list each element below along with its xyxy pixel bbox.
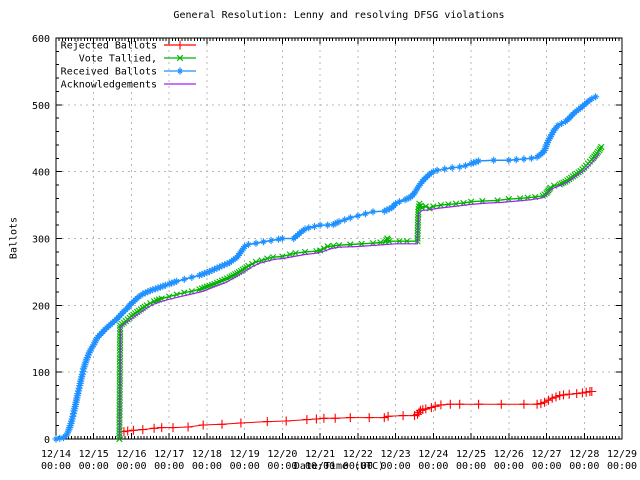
svg-text:12/24: 12/24 <box>418 449 448 460</box>
x-tick-labels: 12/1400:0012/1500:0012/1600:0012/1700:00… <box>41 449 637 472</box>
plot-border <box>55 37 623 440</box>
svg-text:00:00: 00:00 <box>192 461 222 472</box>
svg-text:12/22: 12/22 <box>343 449 373 460</box>
svg-text:00:00: 00:00 <box>343 461 373 472</box>
svg-text:12/15: 12/15 <box>79 449 109 460</box>
svg-text:00:00: 00:00 <box>230 461 260 472</box>
svg-text:12/29: 12/29 <box>607 449 637 460</box>
svg-text:00:00: 00:00 <box>569 461 599 472</box>
svg-text:12/23: 12/23 <box>381 449 411 460</box>
svg-text:00:00: 00:00 <box>79 461 109 472</box>
svg-text:300: 300 <box>32 235 50 246</box>
svg-text:00:00: 00:00 <box>418 461 448 472</box>
svg-text:12/20: 12/20 <box>267 449 297 460</box>
svg-text:00:00: 00:00 <box>41 461 71 472</box>
svg-text:12/28: 12/28 <box>569 449 599 460</box>
svg-text:400: 400 <box>32 168 50 179</box>
legend-label-received-ballots: Received Ballots <box>61 67 157 78</box>
svg-text:12/19: 12/19 <box>230 449 260 460</box>
series-rejected-ballots <box>119 387 597 437</box>
svg-text:200: 200 <box>32 301 50 312</box>
svg-text:00:00: 00:00 <box>456 461 486 472</box>
legend-label-rejected-ballots: Rejected Ballots <box>61 41 157 52</box>
svg-text:00:00: 00:00 <box>531 461 561 472</box>
series-acknowledgements <box>119 152 600 440</box>
svg-text:500: 500 <box>32 101 50 112</box>
legend-label-acknowledgements: Acknowledgements <box>61 80 157 91</box>
chart-title: General Resolution: Lenny and resolving … <box>173 10 505 21</box>
svg-text:00:00: 00:00 <box>494 461 524 472</box>
svg-text:12/26: 12/26 <box>494 449 524 460</box>
series-vote-tallied <box>116 143 605 443</box>
grid <box>56 38 622 439</box>
legend-label-vote-tallied: Vote Tallied, <box>79 54 157 65</box>
svg-text:00:00: 00:00 <box>381 461 411 472</box>
svg-text:100: 100 <box>32 368 50 379</box>
legend: Rejected Ballots Vote Tallied, Received Ba… <box>61 40 196 91</box>
svg-text:12/27: 12/27 <box>531 449 561 460</box>
svg-text:00:00: 00:00 <box>116 461 146 472</box>
svg-text:00:00: 00:00 <box>154 461 184 472</box>
svg-text:12/14: 12/14 <box>41 449 71 460</box>
x-axis-label: Date/Time (UTC) <box>293 461 385 472</box>
svg-text:12/18: 12/18 <box>192 449 222 460</box>
svg-text:00:00: 00:00 <box>267 461 297 472</box>
svg-text:12/16: 12/16 <box>116 449 146 460</box>
y-tick-labels: 0 100 200 300 400 500 600 <box>32 34 50 446</box>
svg-text:12/25: 12/25 <box>456 449 486 460</box>
svg-text:0: 0 <box>44 435 50 446</box>
svg-text:12/21: 12/21 <box>305 449 335 460</box>
svg-text:00:00: 00:00 <box>607 461 637 472</box>
svg-text:12/17: 12/17 <box>154 449 184 460</box>
series-received-ballots <box>52 93 600 443</box>
svg-text:00:00: 00:00 <box>305 461 335 472</box>
svg-text:600: 600 <box>32 34 50 45</box>
